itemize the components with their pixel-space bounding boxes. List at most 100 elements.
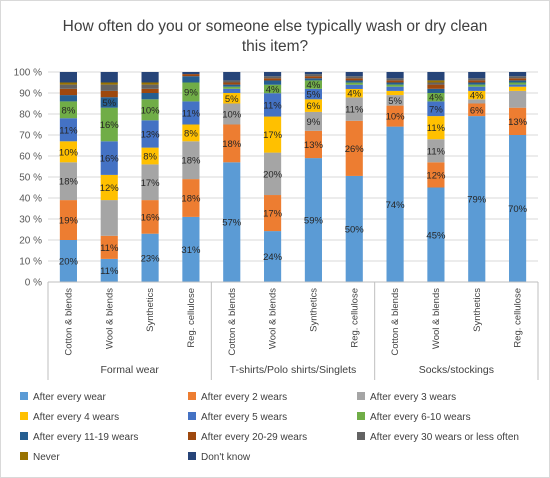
data-label: 6% — [307, 101, 321, 112]
x-tick-label: Reg. cellulose — [349, 288, 360, 348]
data-label: 50% — [345, 224, 365, 235]
bar-segment — [264, 84, 282, 94]
bar-segment — [509, 86, 527, 91]
x-tick-label: Cotton & blends — [390, 288, 401, 356]
data-label: 45% — [426, 230, 446, 241]
bar-segment — [386, 105, 404, 127]
data-label: 20% — [263, 169, 283, 180]
data-label: 57% — [222, 218, 242, 229]
bar-segment — [182, 72, 200, 75]
y-tick-label: 50 % — [19, 173, 42, 184]
bar-segment — [264, 152, 282, 196]
data-label: 19% — [59, 216, 79, 227]
bar-segment — [141, 93, 159, 100]
bar-segment — [386, 82, 404, 85]
bar-segment — [345, 120, 363, 176]
data-label: 5% — [225, 94, 239, 105]
data-label: 59% — [304, 216, 324, 227]
bar-segment — [304, 88, 322, 100]
bar-segment — [427, 187, 445, 282]
data-label: 9% — [307, 117, 321, 128]
legend-swatch — [20, 392, 28, 400]
bar-segment — [59, 82, 77, 85]
bar-segment — [141, 99, 159, 121]
bar-segment — [59, 240, 77, 282]
legend-swatch — [20, 432, 28, 440]
y-tick-label: 40 % — [19, 194, 42, 205]
legend-label: After every wear — [33, 392, 106, 403]
data-label: 11% — [100, 243, 119, 254]
bar-segment — [182, 216, 200, 282]
bar-segment — [141, 200, 159, 234]
x-tick-label: Wool & blends — [104, 288, 115, 349]
data-label: 26% — [345, 144, 365, 155]
bar-segment — [264, 195, 282, 232]
group-label: Socks/stockings — [419, 364, 494, 376]
data-label: 4% — [429, 93, 443, 104]
bar-segment — [427, 82, 445, 85]
legend-label: Never — [33, 452, 60, 463]
bar-segment — [468, 78, 486, 81]
bar-segment — [100, 258, 118, 282]
bar-segment — [264, 116, 282, 153]
bar-segment — [386, 78, 404, 81]
bar-segment — [345, 97, 363, 121]
bar-segment — [264, 78, 282, 81]
bar-segment — [386, 86, 404, 91]
data-label: 31% — [181, 245, 201, 256]
bar-segment — [264, 80, 282, 85]
bar-segment — [468, 90, 486, 100]
legend-swatch — [188, 412, 196, 420]
bar-segment — [223, 124, 241, 163]
bar-segment — [427, 101, 445, 117]
bar-segment — [304, 99, 322, 112]
bar-segment — [468, 80, 486, 83]
bar-segment — [59, 101, 77, 119]
data-label: 16% — [141, 212, 161, 223]
data-label: 23% — [141, 253, 161, 264]
data-label: 10% — [141, 105, 161, 116]
x-tick-label: Synthetics — [472, 288, 483, 332]
data-label: 10% — [59, 147, 79, 158]
x-tick-label: Cotton & blends — [227, 288, 238, 356]
data-label: 70% — [508, 204, 528, 215]
bar-segment — [427, 88, 445, 93]
bars — [59, 72, 527, 282]
bar-segment — [100, 72, 118, 83]
data-label: 9% — [184, 87, 198, 98]
data-label: 4% — [307, 80, 321, 91]
data-label: 11% — [263, 100, 282, 111]
bar-segment — [427, 84, 445, 89]
bar-segment — [223, 88, 241, 93]
y-axis-ticks: 0 % 10 % 20 % 30 % 40 % 50 % 60 % 70 % 80 % 90 % 1… — [14, 68, 42, 289]
bar-segment — [223, 80, 241, 83]
bar-segment — [264, 72, 282, 77]
bar-segment — [304, 72, 322, 75]
data-label: 11% — [59, 125, 78, 136]
bar-segment — [509, 90, 527, 108]
data-label: 24% — [263, 252, 283, 263]
bar-segment — [427, 162, 445, 188]
legend-label: After every 5 wears — [201, 412, 287, 423]
bar-segment — [141, 88, 159, 93]
legend-label: After every 3 wears — [370, 392, 456, 403]
bar-segment — [182, 76, 200, 83]
legend-swatch — [20, 412, 28, 420]
bar-segment — [468, 82, 486, 85]
bar-segment — [141, 84, 159, 89]
bar-segment — [304, 158, 322, 282]
x-tick-label: Synthetics — [145, 288, 156, 332]
bar-segment — [223, 93, 241, 104]
bar-segment — [427, 93, 445, 102]
bar-segment — [100, 84, 118, 91]
data-label: 11% — [100, 266, 119, 277]
bar-segment — [304, 78, 322, 81]
bar-segment — [427, 72, 445, 81]
data-label: 10% — [386, 112, 406, 123]
group-label: T-shirts/Polo shirts/Singlets — [230, 364, 357, 376]
bar-segment — [509, 76, 527, 79]
data-label: 11% — [182, 108, 201, 119]
bar-segment — [427, 80, 445, 83]
legend-label: Don't know — [201, 452, 251, 463]
